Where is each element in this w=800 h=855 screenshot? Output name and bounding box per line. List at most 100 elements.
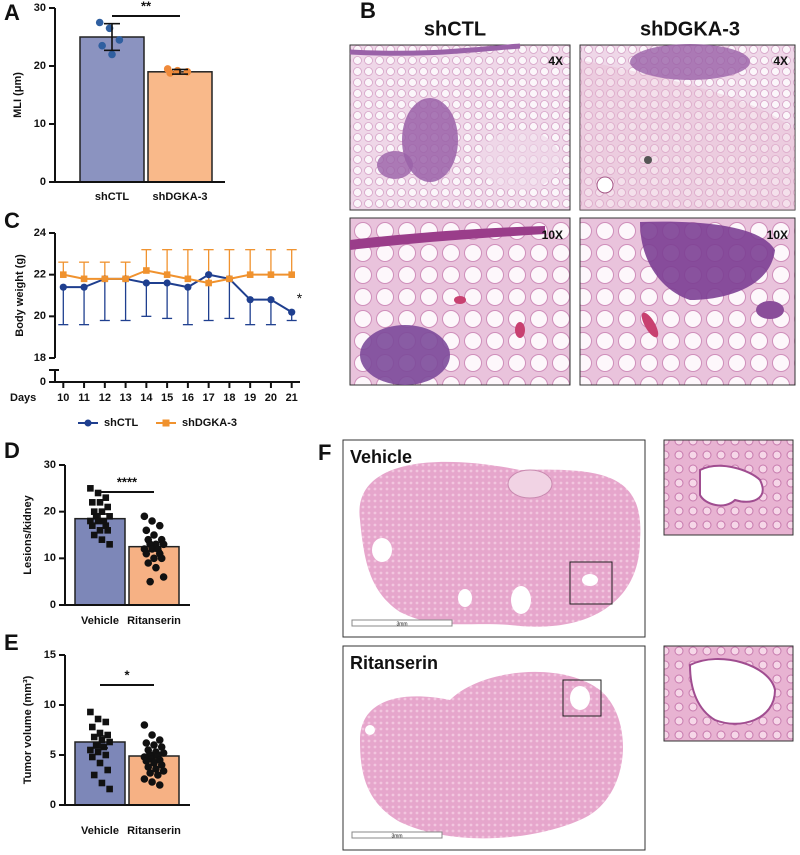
- x-tick-label: 21: [286, 392, 298, 404]
- data-point: [96, 759, 104, 767]
- data-point: [152, 563, 160, 572]
- data-point: [155, 521, 164, 530]
- data-point: [104, 527, 111, 534]
- x-tick-label: 10: [57, 392, 69, 404]
- data-point: [246, 296, 254, 304]
- data-point: [157, 743, 166, 751]
- data-point: [150, 531, 158, 539]
- data-point: [226, 275, 233, 283]
- data-point: [205, 271, 213, 279]
- y-tick-label: 24: [34, 227, 47, 239]
- data-point: [101, 275, 109, 283]
- data-point: [142, 279, 150, 287]
- y-tick-label: 10: [44, 552, 56, 564]
- data-point: [98, 508, 106, 515]
- x-tick-label: 15: [161, 392, 173, 404]
- x-tick-label: 20: [265, 392, 277, 404]
- y-tick-label: 10: [34, 118, 46, 130]
- data-point: [140, 512, 149, 521]
- y-tick-label: 0: [40, 376, 46, 388]
- data-point: [102, 751, 110, 759]
- data-point: [146, 769, 154, 777]
- column-header: shCTL: [424, 18, 486, 40]
- x-tick-label: Ritanserin: [127, 825, 181, 837]
- legend-marker: [84, 419, 92, 427]
- data-point: [144, 763, 153, 771]
- data-point: [159, 749, 168, 757]
- data-point: [87, 485, 94, 492]
- bar: [147, 71, 213, 183]
- data-point: [96, 729, 104, 737]
- bar: [79, 36, 145, 183]
- data-point: [163, 279, 171, 287]
- x-tick-label: 13: [119, 392, 131, 404]
- row-label: Vehicle: [350, 447, 412, 467]
- data-point: [122, 275, 129, 283]
- data-point: [157, 761, 166, 769]
- data-point: [87, 708, 94, 716]
- data-point: [142, 739, 151, 747]
- panel-letter: D: [4, 438, 20, 463]
- data-point: [154, 771, 162, 779]
- y-tick-label: 20: [34, 60, 46, 72]
- micrograph: [663, 645, 794, 742]
- data-point: [155, 781, 164, 789]
- significance-label: **: [141, 0, 152, 13]
- data-point: [87, 746, 94, 754]
- x-tick-label: shDGKA-3: [152, 191, 207, 203]
- data-point: [94, 715, 102, 723]
- data-point: [104, 731, 111, 739]
- data-point: [106, 738, 113, 746]
- micrograph: [342, 439, 646, 638]
- legend-marker: [162, 419, 170, 427]
- data-point: [100, 743, 108, 751]
- data-point: [166, 69, 174, 77]
- data-point: [60, 271, 67, 278]
- data-point: [159, 573, 168, 581]
- y-tick-label: 20: [44, 506, 56, 518]
- data-point: [157, 554, 166, 563]
- panel-letter: C: [4, 208, 20, 233]
- data-point: [92, 513, 100, 520]
- legend-label: shCTL: [104, 417, 139, 429]
- y-axis-label: MLI (μm): [12, 72, 24, 118]
- y-tick-label: 20: [34, 310, 46, 322]
- data-point: [140, 721, 149, 729]
- data-point: [152, 765, 160, 773]
- micrograph: [349, 217, 571, 386]
- x-axis-label: Days: [10, 392, 36, 404]
- data-point: [96, 527, 104, 534]
- data-point: [267, 271, 275, 278]
- y-tick-label: 10: [44, 699, 56, 711]
- data-point: [98, 736, 106, 744]
- micrograph: [342, 645, 646, 851]
- row-label: Ritanserin: [350, 653, 438, 673]
- data-point: [89, 753, 96, 761]
- legend-label: shDGKA-3: [182, 417, 237, 429]
- series-line: [63, 273, 293, 314]
- x-tick-label: 14: [140, 392, 153, 404]
- data-point: [106, 785, 113, 793]
- data-point: [142, 549, 151, 558]
- micrograph: [663, 439, 794, 536]
- data-point: [90, 531, 98, 539]
- data-point: [163, 271, 171, 278]
- data-point: [98, 779, 106, 787]
- data-point: [148, 731, 156, 739]
- series-line: [63, 269, 292, 285]
- data-point: [106, 541, 113, 548]
- data-point: [100, 517, 108, 525]
- data-point: [94, 489, 102, 497]
- data-point: [148, 517, 156, 525]
- magnification: 4X: [548, 54, 563, 68]
- data-point: [143, 267, 150, 274]
- data-point: [96, 499, 104, 506]
- data-point: [108, 50, 116, 59]
- data-point: [106, 513, 113, 520]
- data-point: [288, 308, 296, 316]
- micrograph: [579, 217, 796, 386]
- x-tick-label: 11: [78, 392, 90, 404]
- data-point: [150, 741, 158, 749]
- y-axis-label: Body weight (g): [14, 254, 26, 337]
- y-tick-label: 30: [44, 459, 56, 471]
